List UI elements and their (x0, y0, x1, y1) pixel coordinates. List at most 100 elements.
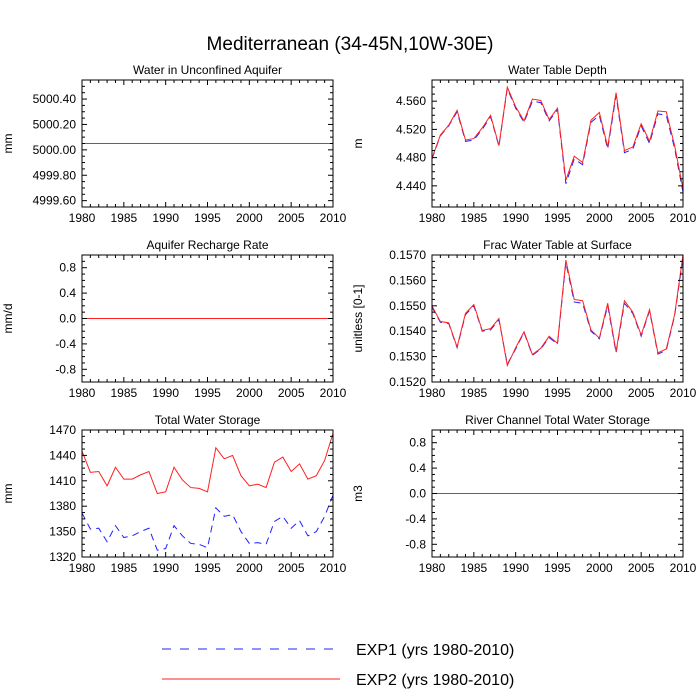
y-tick-label: 1470 (49, 423, 76, 437)
y-tick-label: 4.480 (396, 151, 426, 165)
x-tick-label: 2010 (670, 211, 697, 225)
y-tick-label: 4999.60 (33, 194, 77, 208)
panels: Water in Unconfined Aquifer mm 1980 1985 199… (1, 63, 697, 575)
x-tick-label: 2005 (628, 386, 655, 400)
figure-title: Mediterranean (34-45N,10W-30E) (207, 34, 494, 55)
y-axis-label: m (351, 139, 365, 149)
x-tick-label: 1990 (152, 211, 179, 225)
y-tick-label: 0.4 (59, 286, 76, 300)
x-tick-label: 1985 (110, 211, 137, 225)
x-tick-label: 2010 (320, 561, 347, 575)
panel-title: Frac Water Table at Surface (483, 238, 632, 252)
x-tick-label: 1985 (110, 386, 137, 400)
y-tick-label: 4999.80 (33, 168, 77, 182)
y-tick-label: 0.8 (59, 261, 76, 275)
x-tick-label: 2000 (586, 561, 613, 575)
x-tick-label: 1990 (152, 561, 179, 575)
y-tick-label: 0.1540 (389, 324, 426, 338)
y-tick-label: 0.0 (409, 487, 426, 501)
x-tick-label: 2005 (628, 561, 655, 575)
x-tick-label: 1985 (460, 561, 487, 575)
x-tick-label: 1985 (110, 561, 137, 575)
y-tick-label: -0.4 (55, 337, 76, 351)
x-tick-label: 1980 (69, 386, 96, 400)
panel-title: Water Table Depth (508, 63, 607, 77)
panel-5: Total Water Storage mm 1980 1985 1990 1995 200… (1, 413, 347, 575)
x-tick-label: 1995 (194, 386, 221, 400)
x-tick-label: 2010 (320, 211, 347, 225)
x-tick-label: 2010 (320, 386, 347, 400)
x-tick-label: 1990 (502, 386, 529, 400)
y-tick-label: 0.1520 (389, 375, 426, 389)
x-tick-label: 1990 (502, 561, 529, 575)
y-tick-label: -0.8 (405, 537, 426, 551)
panel-title: Water in Unconfined Aquifer (133, 63, 282, 77)
panel-6: River Channel Total Water Storage m3 1980 1… (351, 413, 697, 575)
x-tick-label: 2010 (670, 561, 697, 575)
legend-label-exp2: EXP2 (yrs 1980-2010) (356, 672, 514, 689)
y-tick-label: 0.1560 (389, 273, 426, 287)
y-tick-label: 4.520 (396, 122, 426, 136)
panel-title: River Channel Total Water Storage (465, 413, 650, 427)
y-tick-label: 1380 (49, 499, 76, 513)
x-tick-label: 2000 (236, 211, 263, 225)
series-line-exp2 (431, 85, 684, 189)
x-tick-label: 2000 (586, 386, 613, 400)
y-tick-label: 1320 (49, 550, 76, 564)
x-tick-label: 2000 (236, 386, 263, 400)
y-tick-label: 0.8 (409, 436, 426, 450)
y-axis-label: unitless [0-1] (351, 284, 365, 352)
x-tick-label: 1980 (419, 386, 446, 400)
series-line-exp1 (81, 495, 334, 551)
x-tick-label: 1980 (69, 211, 96, 225)
y-tick-label: -0.8 (55, 362, 76, 376)
y-axis-label: mm/d (1, 304, 15, 334)
series-line-exp1 (431, 86, 684, 193)
x-tick-label: 1995 (544, 211, 571, 225)
x-tick-label: 1990 (502, 211, 529, 225)
y-tick-label: 0.1550 (389, 299, 426, 313)
y-tick-label: 0.4 (409, 461, 426, 475)
y-tick-label: 5000.40 (33, 92, 77, 106)
plot-frame (431, 79, 684, 208)
y-tick-label: 1350 (49, 525, 76, 539)
legend: EXP1 (yrs 1980-2010) EXP2 (yrs 1980-2010… (162, 642, 514, 689)
x-tick-label: 2005 (278, 211, 305, 225)
series-line-exp1 (431, 257, 684, 366)
x-tick-label: 1990 (152, 386, 179, 400)
panel-4: Frac Water Table at Surface unitless [0-1… (351, 238, 697, 400)
x-tick-label: 1995 (194, 561, 221, 575)
y-tick-label: 1410 (49, 474, 76, 488)
x-tick-label: 1995 (544, 386, 571, 400)
x-tick-label: 2005 (278, 561, 305, 575)
panel-2: Water Table Depth m 1980 1985 1990 1995 2000 20… (351, 63, 697, 225)
x-tick-label: 2000 (236, 561, 263, 575)
x-tick-label: 1995 (544, 561, 571, 575)
x-tick-label: 1985 (460, 386, 487, 400)
y-tick-label: 0.1530 (389, 350, 426, 364)
y-axis-label: m3 (351, 485, 365, 502)
x-tick-label: 2005 (628, 211, 655, 225)
x-tick-label: 1980 (69, 561, 96, 575)
x-tick-label: 1995 (194, 211, 221, 225)
panel-3: Aquifer Recharge Rate mm/d 1980 1985 1990 199… (1, 238, 347, 400)
x-tick-label: 2010 (670, 386, 697, 400)
y-tick-label: -0.4 (405, 512, 426, 526)
y-tick-label: 5000.20 (33, 117, 77, 131)
y-tick-label: 4.560 (396, 94, 426, 108)
y-tick-label: 0.0 (59, 312, 76, 326)
x-tick-label: 1985 (460, 211, 487, 225)
x-tick-label: 1980 (419, 561, 446, 575)
plot-frame (81, 429, 334, 558)
y-tick-label: 5000.00 (33, 143, 77, 157)
panel-1: Water in Unconfined Aquifer mm 1980 1985 199… (1, 63, 347, 225)
y-axis-label: mm (1, 134, 15, 154)
y-tick-label: 0.1570 (389, 248, 426, 262)
x-tick-label: 2000 (586, 211, 613, 225)
series-line-exp2 (81, 433, 334, 495)
series-line-exp2 (431, 254, 684, 368)
y-tick-label: 4.440 (396, 179, 426, 193)
panel-title: Aquifer Recharge Rate (146, 238, 268, 252)
x-tick-label: 1980 (419, 211, 446, 225)
y-axis-label: mm (1, 484, 15, 504)
